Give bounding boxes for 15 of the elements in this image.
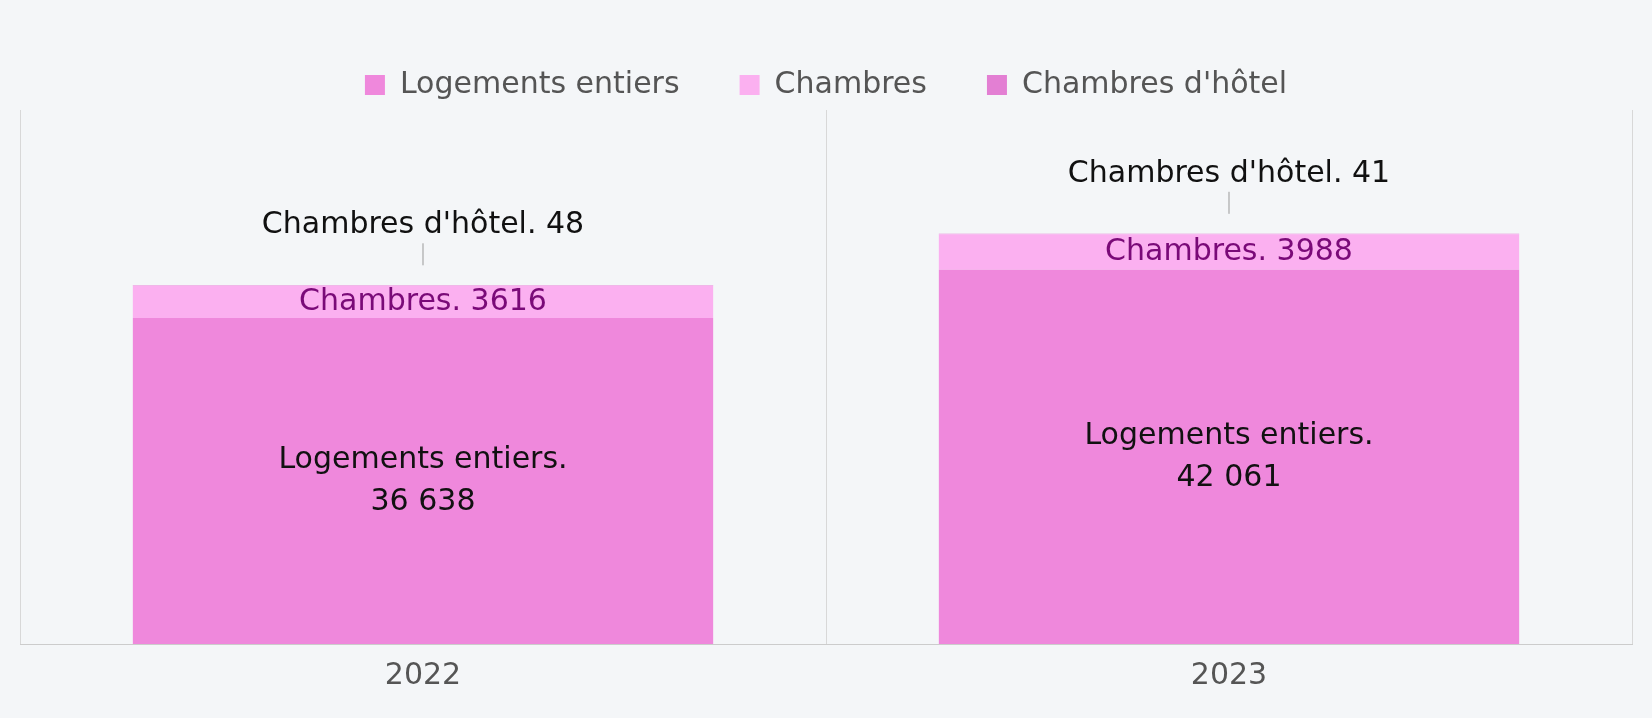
x-tick-label: 2023 xyxy=(1190,655,1268,691)
legend-label: Logements entiers xyxy=(399,64,680,100)
bar xyxy=(938,234,1520,270)
legend-label: Chambres xyxy=(774,64,927,100)
x-tick-label: 2022 xyxy=(384,655,462,691)
data-label: Logements entiers. 36 638 xyxy=(278,439,568,517)
bar xyxy=(132,285,714,318)
data-label: Logements entiers. 42 061 xyxy=(1084,415,1374,493)
data-label: Chambres. 3616 xyxy=(299,281,547,317)
legend-label: Chambres d'hôtel xyxy=(1021,64,1288,100)
data-label: Chambres d'hôtel. 48 xyxy=(261,205,585,241)
data-label: Chambres. 3988 xyxy=(1105,231,1353,267)
data-label: Chambres d'hôtel. 41 xyxy=(1067,153,1391,189)
bar xyxy=(938,269,1520,644)
bar xyxy=(132,317,714,644)
